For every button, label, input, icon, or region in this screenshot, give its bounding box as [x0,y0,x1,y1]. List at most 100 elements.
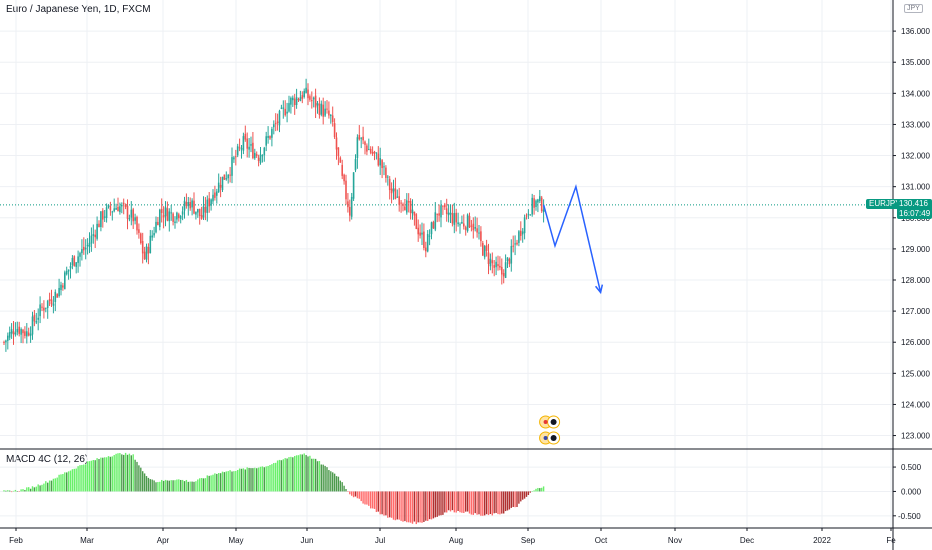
candle-body [514,243,516,245]
candle-body [383,166,385,168]
candle-body [406,200,408,213]
macd-bar [533,490,535,492]
macd-bar [499,491,501,515]
candle-body [347,201,349,208]
macd-bar [276,460,279,492]
candle-body [198,208,201,217]
candle-body [470,225,473,227]
candle-body [286,111,288,114]
candle-body [356,137,359,159]
macd-bar [328,470,330,492]
x-tick-label: Mar [80,536,94,545]
candle-body [474,227,476,229]
projection-line [542,183,602,293]
candle-body [124,204,127,207]
macd-bar [491,491,493,516]
macd-bar [503,491,505,514]
macd-bar [197,479,199,492]
candle-body [117,206,119,212]
candle-body [457,222,459,225]
macd-bar [330,471,332,492]
candle-body [516,242,518,245]
candle-body [187,201,190,207]
candle-body [181,211,184,215]
candle-body [263,147,266,156]
macd-bar [231,471,233,492]
projection-drawing[interactable] [539,183,604,445]
candle-body [282,107,285,109]
candle-body [16,328,19,333]
macd-bar [7,490,9,492]
candle-body [159,209,161,228]
candle-body [204,206,207,213]
macd-bar [466,491,469,512]
candle-body [105,207,108,219]
candle-body [411,209,414,214]
macd-bar [288,457,290,492]
macd-bar [181,479,184,492]
macd-bar [459,491,461,513]
candle-body [436,213,438,215]
x-tick-label: 2022 [813,536,831,545]
candle-body [41,306,43,308]
macd-bar [356,491,359,499]
bar-countdown: 16:07:49 [899,209,931,218]
candle-body [381,160,383,169]
macd-bar [153,480,155,492]
x-tick-label: Jul [375,536,385,545]
candle-body [307,89,309,99]
macd-bar [246,467,248,492]
candle-body [451,213,454,224]
candle-body [77,256,79,263]
macd-bar [71,469,74,492]
currency-label[interactable]: JPY [904,4,923,13]
macd-legend[interactable]: MACD 4C (12, 26) [6,454,89,465]
candle-body [360,137,362,139]
macd-bar [170,480,172,492]
macd-bar [117,453,119,492]
candle-body [231,157,233,176]
macd-bar [497,491,499,515]
macd-bar [200,478,203,492]
macd-bar [447,491,450,511]
candle-body [244,133,247,140]
candle-body [311,100,313,102]
macd-bar [240,468,243,492]
candle-body [421,232,423,235]
macd-bar [527,491,530,496]
macd-bar [88,461,91,492]
candle-body [229,174,231,176]
candle-body [320,103,323,115]
macd-bar [292,457,294,492]
y-tick-label: 126.000 [901,338,930,347]
candle-body [312,97,315,100]
candle-body [438,213,440,216]
macd-bar [482,491,484,516]
candle-body [440,205,442,218]
candle-body [238,147,241,149]
candle-body [121,204,123,207]
candle-body [328,110,330,116]
candle-body [303,90,305,97]
macd-bar [183,481,186,492]
candle-body [33,314,36,322]
candle-body [86,245,89,247]
candle-body [447,212,450,216]
macd-bar [12,490,15,492]
macd-bar [318,460,321,492]
chart-title: Euro / Japanese Yen, 1D, FXCM [6,4,151,15]
macd-bar [162,480,165,492]
macd-bar [332,472,334,492]
candle-body [461,221,463,224]
macd-bar [525,491,528,497]
macd-bar [31,486,34,492]
macd-bar [508,491,511,510]
macd-bar [28,487,30,492]
y-tick-label: 127.000 [901,307,930,316]
candle-body [295,97,298,106]
macd-bar [514,491,516,508]
macd-bar [96,458,98,492]
macd-bar [176,479,178,492]
macd-bar [267,465,269,492]
